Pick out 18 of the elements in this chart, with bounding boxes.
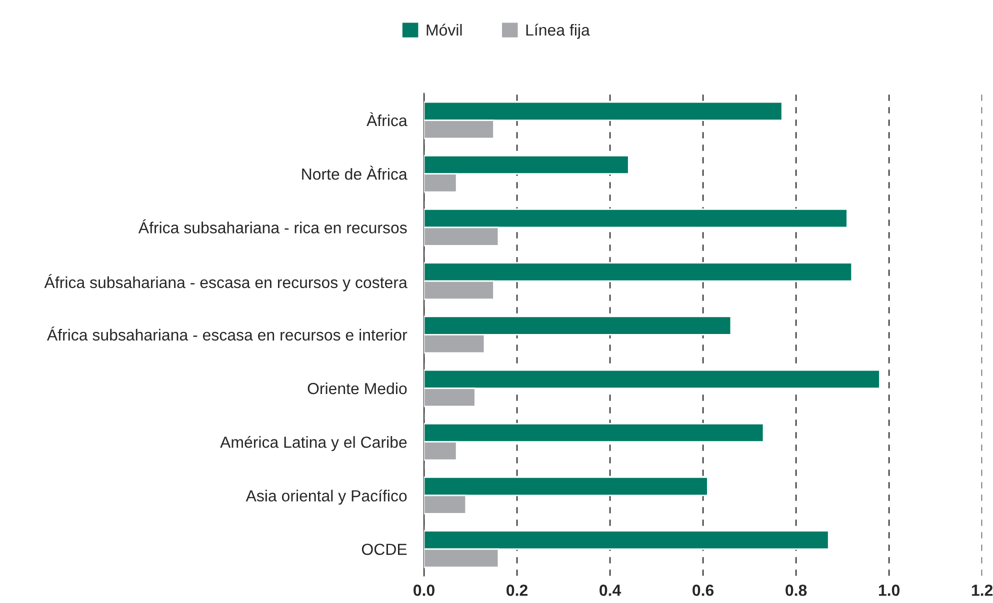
x-tick-label: 0.8 bbox=[786, 584, 807, 596]
y-tick-label: Àfrica bbox=[366, 112, 408, 126]
y-tick-label: Norte de Àfrica bbox=[302, 166, 408, 180]
y-tick-label: América Latina y el Caribe bbox=[220, 436, 407, 452]
y-tick-label: África subsahariana - escasa en recursos y costera bbox=[44, 274, 408, 292]
x-tick-label: 1.2 bbox=[972, 584, 993, 596]
x-tick-label: 1.0 bbox=[878, 584, 900, 596]
y-tick-label: Oriente Medio bbox=[308, 382, 407, 394]
y-tick-label: África subsahariana - escasa en recursos e interior bbox=[46, 326, 408, 341]
y-tick-label: OCDE bbox=[362, 544, 407, 556]
x-tick-label: 0.6 bbox=[692, 584, 714, 596]
x-tick-label: 0.0 bbox=[414, 584, 434, 596]
legend-label: Móvil bbox=[426, 24, 462, 36]
x-tick-label: 0.4 bbox=[600, 584, 622, 596]
x-tick-label: 0.2 bbox=[506, 584, 528, 596]
y-tick-label: África subsahariana - rica en recursos bbox=[138, 219, 407, 234]
legend-label: Línea fija bbox=[526, 24, 590, 39]
y-tick-label: Asia oriental y Pacífico bbox=[246, 490, 407, 505]
